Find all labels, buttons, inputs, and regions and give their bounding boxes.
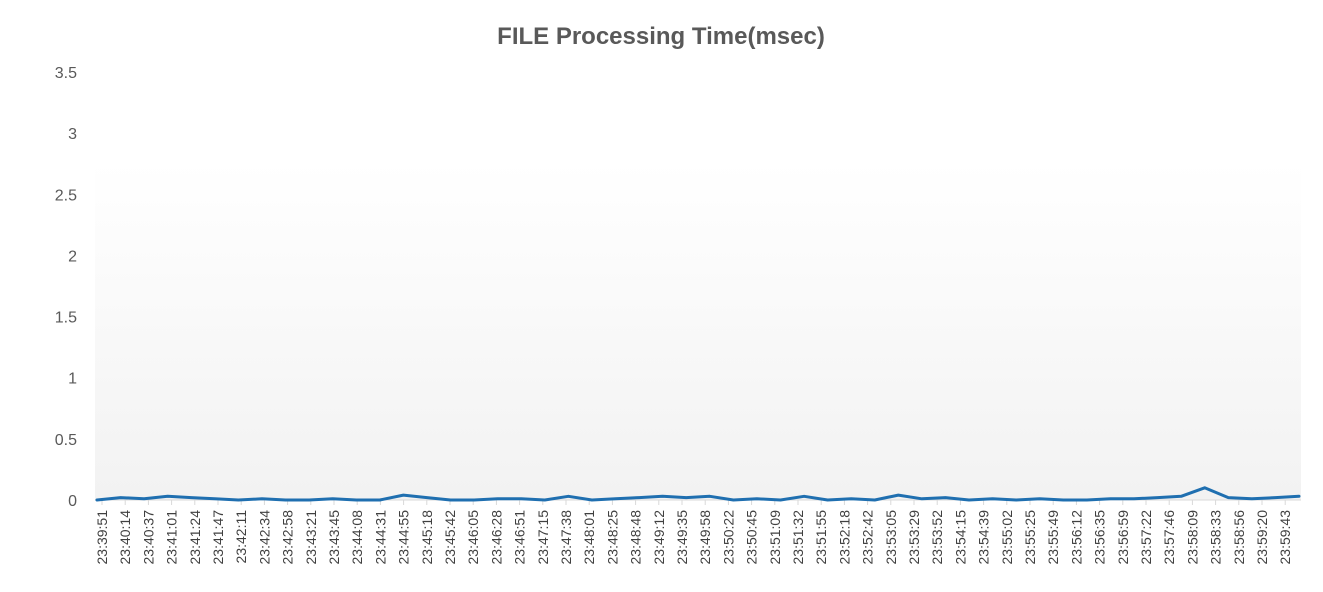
x-tick-label: 23:46:05 <box>465 510 481 565</box>
x-tick-label: 23:41:47 <box>210 510 226 565</box>
y-tick-label: 1 <box>68 371 77 388</box>
x-tick-label: 23:44:55 <box>396 510 412 565</box>
x-tick-label: 23:58:33 <box>1208 510 1224 565</box>
x-tick-label: 23:54:15 <box>952 510 968 565</box>
x-tick-label: 23:47:15 <box>535 510 551 565</box>
x-tick-label: 23:56:59 <box>1115 510 1131 565</box>
chart-title: FILE Processing Time(msec) <box>497 23 825 50</box>
x-tick-label: 23:49:35 <box>674 510 690 565</box>
x-tick-label: 23:50:22 <box>720 510 736 565</box>
x-tick-label: 23:50:45 <box>744 510 760 565</box>
x-tick-label: 23:48:01 <box>581 510 597 565</box>
y-tick-label: 0 <box>68 493 77 510</box>
x-tick-label: 23:41:24 <box>187 510 203 565</box>
x-tick-label: 23:42:11 <box>233 510 249 564</box>
y-axis: 0 0.5 1 1.5 2 2.5 3 3.5 <box>55 65 77 510</box>
x-tick-label: 23:41:01 <box>164 510 180 565</box>
x-tick-label: 23:42:34 <box>256 510 272 565</box>
x-tick-label: 23:44:08 <box>349 510 365 565</box>
x-axis: 23:39:51 23:40:14 23:40:37 23:41:01 23:41:24… <box>94 500 1293 565</box>
plot-background <box>95 162 1301 500</box>
x-tick-label: 23:51:09 <box>767 510 783 565</box>
x-tick-label: 23:56:12 <box>1068 510 1084 565</box>
x-tick-label: 23:42:58 <box>280 510 296 565</box>
x-tick-label: 23:53:29 <box>906 510 922 565</box>
x-tick-label: 23:49:12 <box>651 510 667 565</box>
x-tick-label: 23:58:56 <box>1231 510 1247 565</box>
x-tick-label: 23:51:55 <box>813 510 829 565</box>
y-tick-label: 2.5 <box>55 187 77 204</box>
x-tick-label: 23:46:28 <box>488 510 504 565</box>
x-tick-label: 23:48:25 <box>604 510 620 565</box>
x-tick-label: 23:48:48 <box>628 510 644 565</box>
x-tick-label: 23:39:51 <box>94 510 110 565</box>
x-tick-label: 23:43:21 <box>303 510 319 565</box>
x-tick-label: 23:57:46 <box>1161 510 1177 565</box>
x-tick-label: 23:52:42 <box>860 510 876 565</box>
y-tick-label: 3 <box>68 126 77 143</box>
x-tick-label: 23:45:42 <box>442 510 458 565</box>
x-tick-label: 23:43:45 <box>326 510 342 565</box>
x-tick-label: 23:58:09 <box>1184 510 1200 565</box>
x-tick-label: 23:46:51 <box>512 510 528 565</box>
y-tick-label: 2 <box>68 248 77 265</box>
x-tick-label: 23:54:39 <box>976 510 992 565</box>
y-tick-label: 3.5 <box>55 65 77 82</box>
x-tick-label: 23:53:05 <box>883 510 899 565</box>
x-tick-label: 23:55:25 <box>1022 510 1038 565</box>
x-tick-label: 23:47:38 <box>558 510 574 565</box>
x-tick-label: 23:52:18 <box>836 510 852 565</box>
series-line <box>95 486 1301 502</box>
y-tick-label: 0.5 <box>55 432 77 449</box>
x-tick-label: 23:55:49 <box>1045 510 1061 565</box>
x-tick-label: 23:51:32 <box>790 510 806 565</box>
x-tick-label: 23:45:18 <box>419 510 435 565</box>
x-tick-label: 23:40:37 <box>140 510 156 565</box>
x-tick-label: 23:57:22 <box>1138 510 1154 565</box>
x-tick-label: 23:59:20 <box>1254 510 1270 565</box>
x-tick-label: 23:56:35 <box>1092 510 1108 565</box>
x-tick-label: 23:55:02 <box>999 510 1015 565</box>
x-tick-label: 23:44:31 <box>372 510 388 565</box>
x-tick-label: 23:59:43 <box>1277 510 1293 565</box>
x-tick-label: 23:49:58 <box>697 510 713 565</box>
x-tick-label: 23:40:14 <box>117 510 133 565</box>
y-tick-label: 1.5 <box>55 310 77 327</box>
x-tick-label: 23:53:52 <box>929 510 945 565</box>
